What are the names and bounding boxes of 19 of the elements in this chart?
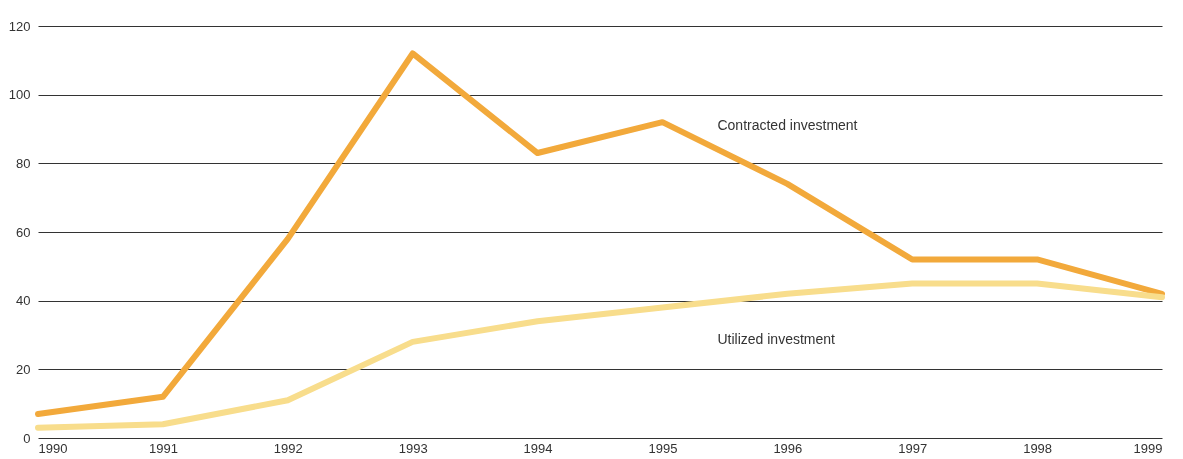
x-tick-label: 1996 xyxy=(773,440,803,456)
text: Utilized investment xyxy=(717,330,836,347)
x-tick-label: 1991 xyxy=(148,440,178,456)
y-tick-label: 60 xyxy=(16,224,31,240)
y-tick-label: 80 xyxy=(16,155,31,171)
x-tick-label: 1995 xyxy=(648,440,678,456)
x-tick-label: 1993 xyxy=(398,440,428,456)
series-label: Contracted investment xyxy=(717,117,858,134)
x-tick-label: 1998 xyxy=(1023,440,1053,456)
x-tick-label: 1992 xyxy=(273,440,303,456)
y-tick-label: 20 xyxy=(16,361,31,377)
x-tick-label: 1990 xyxy=(38,440,68,456)
y-tick-label: 0 xyxy=(23,430,31,446)
y-tick-label: 40 xyxy=(16,293,31,309)
x-tick-label: 1997 xyxy=(898,440,928,456)
x-tick-label: 1999 xyxy=(1133,440,1163,456)
y-tick-label: 120 xyxy=(8,18,31,34)
y-tick-label: 100 xyxy=(8,87,31,103)
x-tick-label: 1994 xyxy=(523,440,553,456)
